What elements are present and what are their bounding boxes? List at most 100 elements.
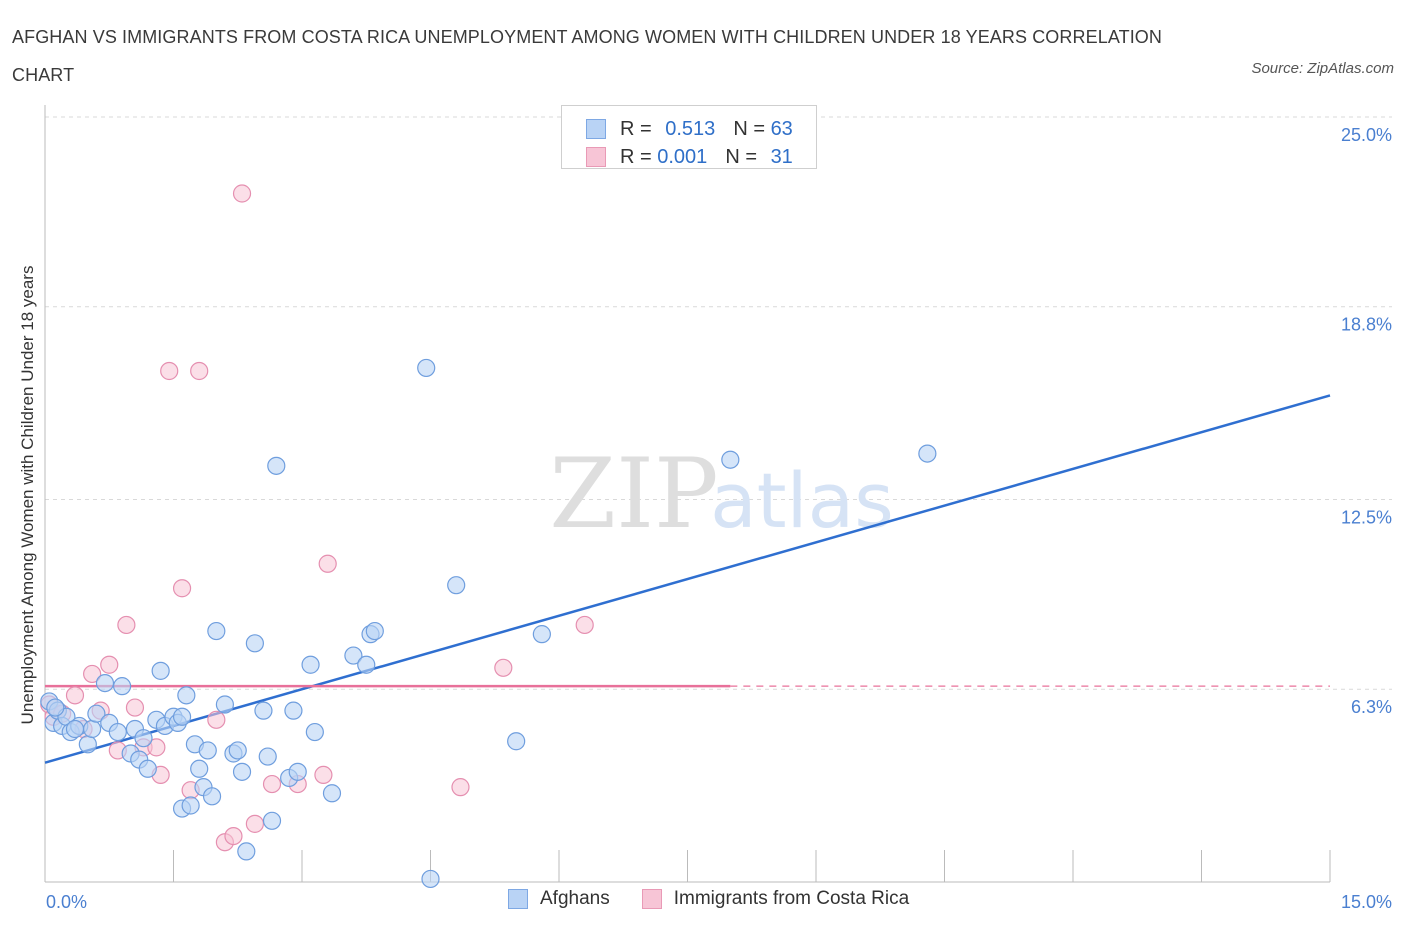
chart-title: AFGHAN VS IMMIGRANTS FROM COSTA RICA UNE…	[12, 27, 1162, 85]
point-afghans	[177, 686, 196, 705]
x-tick-label-min: 0.0%	[46, 892, 87, 912]
r-label: R =	[620, 145, 652, 168]
point-afghans	[344, 646, 363, 665]
point-afghans	[258, 747, 277, 766]
point-afghans	[46, 698, 65, 717]
series-legend: Afghans Immigrants from Costa Rica	[508, 888, 941, 910]
axes	[44, 105, 1331, 883]
point-costa-rica	[314, 765, 333, 785]
swatch-costa-rica	[641, 889, 662, 909]
point-afghans	[532, 625, 551, 644]
point-costa-rica	[224, 826, 243, 846]
point-costa-rica	[207, 710, 226, 729]
point-afghans	[301, 655, 320, 674]
point-afghans	[151, 661, 170, 680]
point-costa-rica	[147, 738, 166, 757]
point-afghans	[237, 842, 256, 861]
legend-label-afghans: Afghans	[540, 888, 610, 909]
n-label: N =	[725, 145, 757, 168]
tick-labels: 25.0% 18.8% 12.5% 6.3% 0.0% 15.0%	[46, 125, 1392, 912]
point-costa-rica	[262, 774, 282, 794]
point-costa-rica	[232, 184, 252, 203]
point-afghans	[417, 358, 436, 378]
point-costa-rica	[172, 579, 192, 598]
point-afghans	[305, 722, 324, 742]
point-afghans	[918, 444, 937, 463]
point-costa-rica	[160, 361, 179, 381]
point-afghans	[322, 784, 342, 803]
y-tick-label: 25.0%	[1341, 125, 1392, 145]
trend-lines	[44, 394, 1331, 764]
point-afghans	[202, 787, 222, 806]
point-afghans	[421, 869, 440, 889]
y-tick-label: 12.5%	[1341, 508, 1392, 528]
r-value: 0.001	[657, 145, 708, 168]
point-afghans	[365, 621, 384, 641]
point-afghans	[262, 811, 282, 830]
stats-row-afghans: R = 0.513 N = 63	[586, 116, 793, 142]
y-tick-label: 6.3%	[1351, 697, 1392, 717]
source-credit: Source: ZipAtlas.com	[1251, 60, 1394, 77]
n-value: 31	[770, 145, 793, 168]
r-label: R =	[620, 117, 652, 140]
point-afghans	[138, 759, 157, 778]
point-afghans	[232, 762, 252, 781]
trendline-afghans	[44, 394, 1331, 764]
point-costa-rica	[245, 814, 264, 833]
point-costa-rica	[65, 686, 85, 705]
point-afghans	[357, 655, 376, 674]
watermark-zip: ZIP	[549, 438, 718, 550]
swatch-afghans	[586, 119, 606, 139]
point-afghans	[507, 732, 526, 751]
x-tick-label-max: 15.0%	[1341, 892, 1392, 912]
point-costa-rica	[190, 361, 209, 381]
point-afghans	[190, 759, 209, 778]
legend-item-costa-rica: Immigrants from Costa Rica	[641, 888, 910, 910]
point-afghans	[112, 677, 132, 696]
point-afghans	[254, 701, 273, 720]
n-label: N =	[733, 117, 765, 140]
legend-item-afghans: Afghans	[508, 888, 610, 910]
point-afghans	[267, 456, 286, 475]
point-afghans	[87, 704, 106, 723]
point-costa-rica	[451, 778, 470, 797]
point-afghans	[108, 722, 127, 742]
point-afghans	[65, 719, 85, 739]
r-value: 0.513	[665, 117, 716, 140]
y-axis-label: Unemployment Among Women with Children U…	[18, 266, 37, 725]
point-costa-rica	[125, 698, 145, 717]
point-afghans	[95, 673, 115, 693]
point-afghans	[284, 701, 303, 720]
watermark: ZIP atlas	[549, 438, 893, 550]
n-value: 63	[770, 117, 793, 140]
point-costa-rica	[100, 655, 119, 674]
point-afghans	[78, 735, 97, 754]
point-afghans	[288, 762, 307, 781]
grid-lines	[45, 116, 1392, 690]
watermark-atlas: atlas	[710, 456, 894, 545]
legend-label-costa-rica: Immigrants from Costa Rica	[673, 888, 910, 909]
points-afghans	[40, 358, 937, 889]
point-afghans	[83, 719, 102, 739]
stats-row-costa-rica: R = 0.001 N = 31	[586, 144, 793, 170]
point-afghans	[172, 707, 192, 726]
point-afghans	[207, 621, 226, 641]
swatch-costa-rica	[586, 147, 606, 167]
point-costa-rica	[117, 615, 136, 635]
swatch-afghans	[508, 889, 528, 909]
point-afghans	[447, 576, 466, 595]
point-afghans	[245, 634, 264, 653]
point-afghans	[228, 741, 247, 760]
point-afghans	[181, 796, 200, 815]
point-costa-rica	[575, 615, 594, 635]
point-costa-rica	[83, 664, 102, 684]
point-afghans	[134, 729, 153, 748]
point-costa-rica	[318, 554, 337, 573]
point-afghans	[198, 741, 217, 760]
stats-legend: R = 0.513 N = 63 R = 0.001 N = 31	[561, 105, 817, 169]
y-tick-label: 18.8%	[1341, 315, 1392, 335]
point-afghans	[721, 450, 740, 469]
point-afghans	[215, 695, 234, 714]
point-costa-rica	[494, 658, 513, 677]
